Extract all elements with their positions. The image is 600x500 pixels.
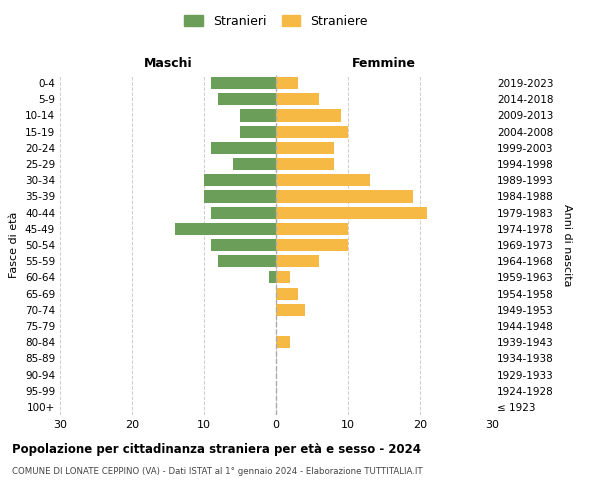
- Y-axis label: Fasce di età: Fasce di età: [10, 212, 19, 278]
- Bar: [276, 222, 348, 235]
- Bar: [276, 239, 348, 251]
- Text: COMUNE DI LONATE CEPPINO (VA) - Dati ISTAT al 1° gennaio 2024 - Elaborazione TUT: COMUNE DI LONATE CEPPINO (VA) - Dati IST…: [12, 468, 422, 476]
- Bar: [218, 93, 276, 106]
- Legend: Stranieri, Straniere: Stranieri, Straniere: [181, 11, 371, 32]
- Text: Femmine: Femmine: [352, 57, 416, 70]
- Bar: [211, 77, 276, 89]
- Bar: [211, 206, 276, 218]
- Bar: [276, 110, 341, 122]
- Text: Maschi: Maschi: [143, 57, 193, 70]
- Bar: [233, 158, 276, 170]
- Bar: [276, 174, 370, 186]
- Bar: [276, 288, 298, 300]
- Bar: [240, 110, 276, 122]
- Text: Popolazione per cittadinanza straniera per età e sesso - 2024: Popolazione per cittadinanza straniera p…: [12, 442, 421, 456]
- Bar: [218, 255, 276, 268]
- Bar: [269, 272, 276, 283]
- Bar: [276, 206, 427, 218]
- Bar: [276, 93, 319, 106]
- Bar: [276, 142, 334, 154]
- Bar: [276, 126, 348, 138]
- Bar: [204, 174, 276, 186]
- Bar: [276, 77, 298, 89]
- Bar: [240, 126, 276, 138]
- Bar: [276, 255, 319, 268]
- Bar: [276, 304, 305, 316]
- Bar: [211, 239, 276, 251]
- Bar: [211, 142, 276, 154]
- Bar: [175, 222, 276, 235]
- Bar: [276, 190, 413, 202]
- Y-axis label: Anni di nascita: Anni di nascita: [562, 204, 572, 286]
- Bar: [276, 336, 290, 348]
- Bar: [276, 272, 290, 283]
- Bar: [276, 158, 334, 170]
- Bar: [204, 190, 276, 202]
